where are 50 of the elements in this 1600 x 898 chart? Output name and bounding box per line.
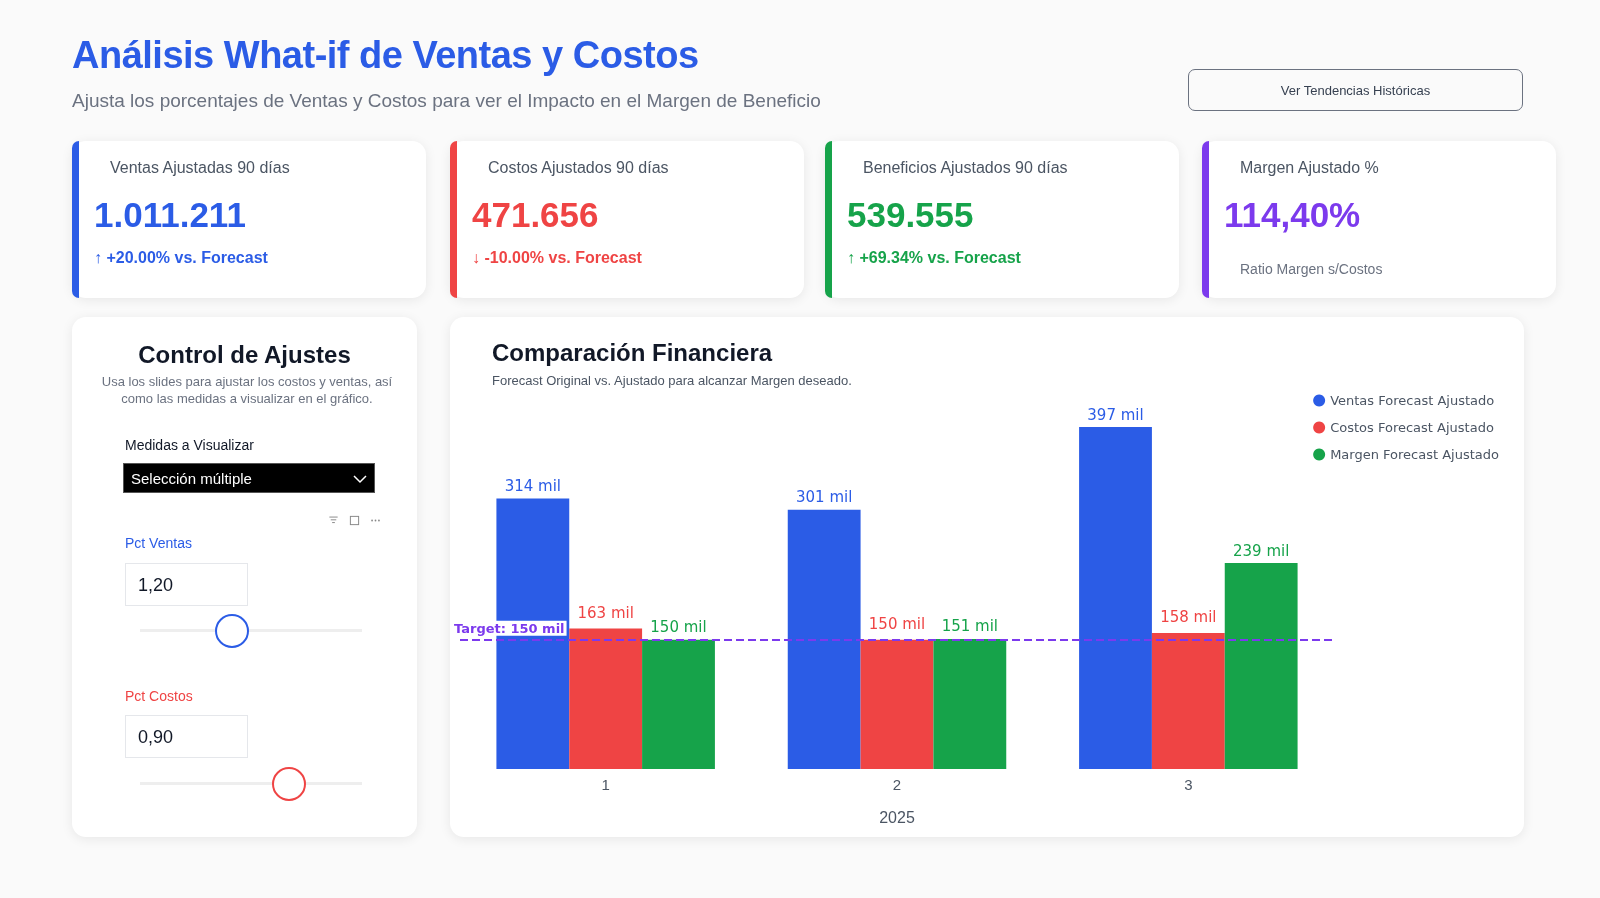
text: Beneficios Ajustados 90 días <box>863 159 1068 177</box>
text: 471.656 <box>472 195 599 235</box>
text: Medidas a Visualizar <box>125 437 254 453</box>
text: Margen Ajustado % <box>1240 159 1379 177</box>
data-label: 301 mil <box>795 488 853 507</box>
bar <box>569 628 643 769</box>
text: Ajusta los porcentajes de Ventas y Costos para ver el Impacto en el Margen de Beneficio <box>72 90 821 112</box>
x-axis-title: 2025 <box>879 808 915 826</box>
bar <box>933 638 1007 769</box>
bar <box>860 639 934 769</box>
text: Pct Ventas <box>125 535 192 551</box>
text-field: 0,90 <box>125 715 248 758</box>
text: ↓ -10.00% vs. Forecast <box>472 249 642 267</box>
data-label: 397 mil <box>1087 405 1144 424</box>
data-label: 150 mil <box>868 615 926 634</box>
chart-subtitle: Forecast Original vs. Ajustado para alcanzar Margen deseado. <box>492 373 852 388</box>
text: Control de Ajustes <box>137 341 352 369</box>
ref-line-label: Target: 150 mil <box>454 620 565 636</box>
text: Usa los slides para ajustar los costos y ventas, así como las medidas a visualizar en el gráfico. <box>100 373 394 407</box>
text: ↑ +20.00% vs. Forecast <box>94 249 268 267</box>
text: Ver Tendencias Históricas <box>1188 69 1523 111</box>
data-label: 151 mil <box>941 617 999 636</box>
bar <box>1079 427 1152 769</box>
bar <box>787 509 861 769</box>
text: 114,40% <box>1224 195 1361 235</box>
x-tick-label: 1 <box>601 776 610 793</box>
text-field: 1,20 <box>125 563 248 606</box>
text: ↑ +69.34% vs. Forecast <box>847 249 1021 267</box>
data-label: 163 mil <box>577 604 634 623</box>
data-label: 239 mil <box>1232 541 1290 560</box>
legend-label: Costos Forecast Ajustado <box>1330 420 1494 435</box>
data-label: 150 mil <box>650 618 707 637</box>
data-label: 158 mil <box>1160 608 1217 627</box>
text: Costos Ajustados 90 días <box>488 159 669 177</box>
text: 1.011.211 <box>94 195 246 235</box>
bar <box>1224 563 1298 769</box>
chart-title: Comparación Financiera <box>492 338 773 366</box>
data-label: 314 mil <box>504 477 562 495</box>
text: Ventas Ajustadas 90 días <box>110 159 290 177</box>
x-tick-label: 3 <box>1184 776 1193 793</box>
legend-label: Margen Forecast Ajustado <box>1330 447 1500 462</box>
legend-label: Ventas Forecast Ajustado <box>1330 393 1495 408</box>
text: Análisis What-if de Ventas y Costos <box>72 34 699 77</box>
bar <box>1151 632 1225 769</box>
dropdown: Selección múltiple <box>123 463 375 493</box>
text: Pct Costos <box>125 688 193 704</box>
text: Ratio Margen s/Costos <box>1240 261 1383 277</box>
x-tick-label: 2 <box>892 776 902 793</box>
bar <box>642 639 715 769</box>
text: 539.555 <box>847 195 974 235</box>
